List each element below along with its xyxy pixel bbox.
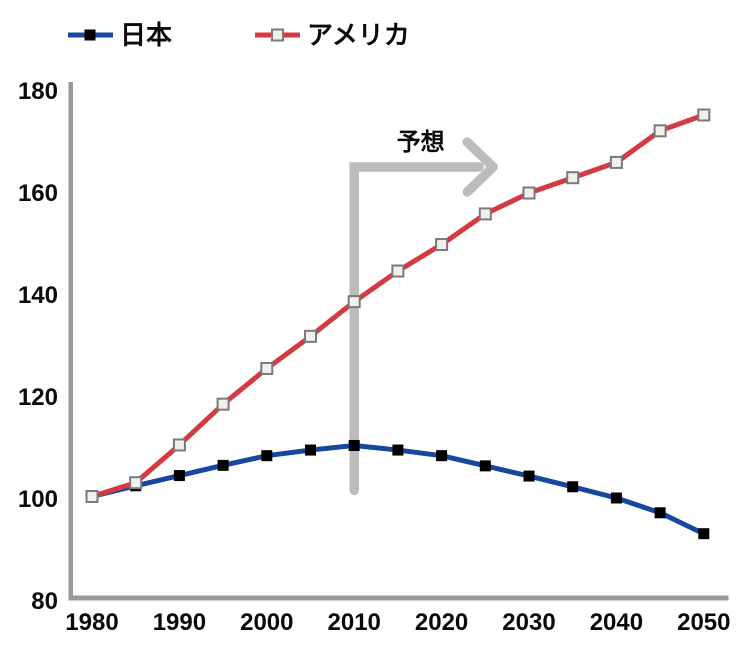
japan-marker: [392, 444, 404, 456]
axis-tick-labels: 80 100 120 140 160 180 1980 1990 2000 2010 2020 203…: [18, 78, 731, 636]
america-marker: [304, 329, 317, 343]
y-tick-label: 160: [18, 180, 58, 207]
japan-marker: [479, 460, 491, 472]
america-marker: [260, 361, 274, 375]
japan-marker: [654, 507, 666, 519]
japan-marker: [698, 528, 710, 540]
america-marker: [609, 155, 623, 169]
america-marker: [478, 207, 492, 221]
japan-marker: [173, 470, 185, 482]
japan-marker: [523, 470, 535, 482]
x-tick-label: 2030: [502, 609, 555, 636]
japan-marker: [567, 481, 579, 493]
america-marker: [347, 295, 361, 309]
legend-america-label: アメリカ: [307, 20, 410, 50]
america-marker: [216, 397, 230, 411]
forecast-arrow-line: [349, 162, 484, 496]
legend-japan-label: 日本: [120, 20, 172, 50]
x-tick-label: 2050: [677, 609, 730, 636]
japan-marker: [348, 439, 360, 451]
america-marker: [697, 108, 711, 122]
america-marker: [435, 238, 449, 252]
legend-america-marker-icon: [271, 28, 284, 42]
y-tick-label: 140: [18, 282, 58, 309]
america-marker: [391, 264, 405, 278]
japan-marker: [610, 492, 622, 504]
america-marker: [566, 171, 580, 185]
america-marker: [172, 438, 186, 452]
japan-marker: [261, 450, 273, 462]
japan-marker: [217, 459, 229, 471]
america-marker: [129, 476, 143, 490]
y-tick-label: 100: [18, 486, 58, 513]
forecast-label: 予想: [397, 129, 445, 156]
america-marker: [653, 124, 667, 138]
japan-marker: [305, 444, 316, 456]
x-tick-label: 2040: [590, 609, 643, 636]
america-marker: [522, 186, 536, 200]
x-axis-line: [68, 595, 729, 601]
y-tick-label: 80: [31, 588, 58, 615]
y-tick-label: 120: [18, 384, 58, 411]
data-series: [85, 108, 711, 540]
forecast-arrowhead-icon: [462, 137, 498, 197]
japan-marker: [436, 450, 448, 462]
x-tick-label: 1990: [153, 609, 206, 636]
y-tick-label: 180: [18, 78, 58, 105]
x-tick-label: 1980: [65, 609, 118, 636]
legend-japan-marker-icon: [84, 29, 96, 41]
x-tick-label: 2020: [415, 609, 468, 636]
america-marker: [85, 489, 99, 503]
x-tick-label: 2010: [328, 609, 381, 636]
japan-line: [89, 442, 707, 537]
axes: [68, 82, 729, 601]
y-axis-line: [68, 82, 73, 601]
forecast-annotation: [349, 137, 498, 496]
legend: 日本 アメリカ: [68, 20, 410, 50]
x-tick-label: 2000: [240, 609, 293, 636]
